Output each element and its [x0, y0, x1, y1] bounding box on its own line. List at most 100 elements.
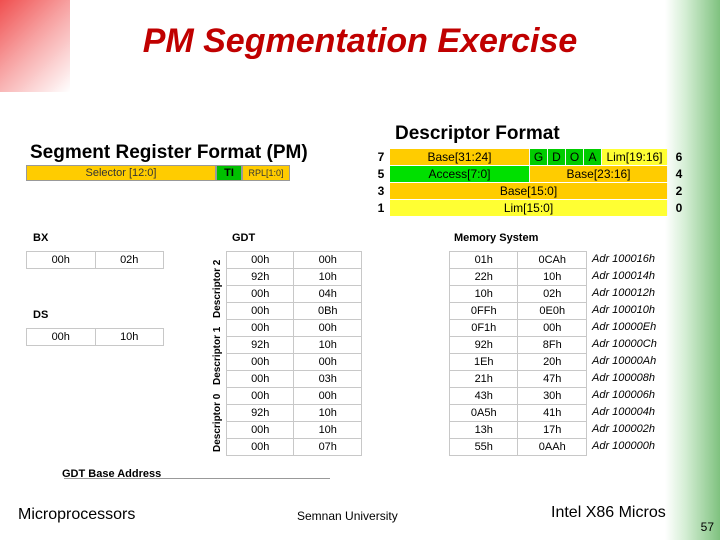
memory-address: Adr 10000Ah	[592, 355, 657, 367]
descriptor-row-right-index: 4	[675, 167, 683, 181]
memory-row: 0FFh 0E0h	[448, 302, 587, 320]
descriptor-row-left-index: 5	[377, 167, 385, 181]
memory-address: Adr 100012h	[592, 287, 655, 299]
memory-cell: 55h	[448, 438, 519, 456]
memory-address: Adr 100010h	[592, 304, 655, 316]
slide-title: PM Segmentation Exercise	[142, 22, 578, 60]
ds-value: 10h	[94, 328, 164, 346]
gdt-cell: 92h	[225, 404, 295, 422]
descriptor-cell: A	[584, 149, 602, 165]
gdt-cell: 00h	[225, 251, 295, 269]
ds-value: 00h	[26, 328, 96, 346]
descriptor-row-right-index: 0	[675, 201, 683, 215]
segment-register-heading: Segment Register Format (PM)	[30, 142, 308, 163]
memory-cell: 02h	[517, 285, 587, 303]
gdt-label: GDT	[232, 232, 256, 244]
right-edge-decoration	[665, 0, 720, 540]
memory-address: Adr 100014h	[592, 270, 655, 282]
memory-cell: 17h	[517, 421, 587, 439]
memory-address: Adr 100002h	[592, 423, 655, 435]
gdt-cell: 00h	[293, 251, 362, 269]
gdt-cell: 00h	[225, 370, 295, 388]
descriptor-row-3: 3 Base[15:0] 2	[378, 183, 682, 200]
memory-row: 43h 30h	[448, 387, 587, 405]
descriptor-0-label: Descriptor 0	[212, 393, 223, 452]
corner-decoration	[0, 0, 70, 92]
memory-address: Adr 100016h	[592, 253, 655, 265]
memory-cell: 00h	[517, 319, 587, 337]
descriptor-format-heading: Descriptor Format	[395, 123, 560, 144]
gdt-row: 00h 0Bh	[225, 302, 362, 320]
ds-label: DS	[33, 309, 49, 321]
memory-row: 55h 0AAh	[448, 438, 587, 456]
memory-row: 13h 17h	[448, 421, 587, 439]
memory-address: Adr 100000h	[592, 440, 655, 452]
memory-row: 21h 47h	[448, 370, 587, 388]
gdt-cell: 10h	[293, 404, 362, 422]
descriptor-row-left-index: 3	[377, 184, 385, 198]
memory-cell: 10h	[448, 285, 519, 303]
gdt-cell: 00h	[293, 353, 362, 371]
memory-cell: 41h	[517, 404, 587, 422]
gdt-row: 00h 07h	[225, 438, 362, 456]
rpl-field: RPL[1:0]	[242, 165, 290, 181]
gdt-cell: 00h	[293, 319, 362, 337]
memory-address: Adr 100006h	[592, 389, 655, 401]
memory-address: Adr 100008h	[592, 372, 655, 384]
gdt-row: 00h 00h	[225, 387, 362, 405]
descriptor-cell: G	[530, 149, 548, 165]
gdt-cell: 10h	[293, 336, 362, 354]
page-number: 57	[700, 520, 714, 534]
memory-table: 01h 0CAh 22h 10h 10h 02h 0FFh 0E0h 0F1h 00h 92h 8Fh…	[448, 251, 587, 456]
descriptor-cell: Base[23:16]	[530, 166, 668, 182]
memory-cell: 0E0h	[517, 302, 587, 320]
memory-cell: 0CAh	[517, 251, 587, 269]
gdt-cell: 00h	[225, 438, 295, 456]
segment-register-row: Selector [12:0] TI RPL[1:0]	[26, 165, 290, 181]
gdt-cell: 92h	[225, 336, 295, 354]
gdt-cell: 07h	[293, 438, 362, 456]
bx-table: 00h 02h	[26, 251, 164, 269]
descriptor-cell: O	[566, 149, 584, 165]
gdt-row: 00h 03h	[225, 370, 362, 388]
gdt-base-pointer-line	[64, 478, 330, 479]
memory-row: 92h 8Fh	[448, 336, 587, 354]
descriptor-cell: D	[548, 149, 566, 165]
memory-cell: 1Eh	[448, 353, 519, 371]
memory-row: 22h 10h	[448, 268, 587, 286]
memory-cell: 13h	[448, 421, 519, 439]
memory-cell: 92h	[448, 336, 519, 354]
bx-value: 02h	[94, 251, 164, 269]
descriptor-cell: Base[15:0]	[390, 183, 668, 199]
gdt-row: 92h 10h	[225, 404, 362, 422]
footer-university: Semnan University	[297, 509, 398, 523]
gdt-row: 92h 10h	[225, 336, 362, 354]
memory-cell: 43h	[448, 387, 519, 405]
gdt-row: 00h 10h	[225, 421, 362, 439]
gdt-base-address-label: GDT Base Address	[62, 468, 162, 480]
descriptor-row-left-index: 7	[377, 150, 385, 164]
descriptor-row-1: 1 Lim[15:0] 0	[378, 200, 682, 217]
ds-table: 00h 10h	[26, 328, 164, 346]
memory-cell: 21h	[448, 370, 519, 388]
memory-cell: 20h	[517, 353, 587, 371]
memory-address: Adr 10000Eh	[592, 321, 657, 333]
gdt-cell: 0Bh	[293, 302, 362, 320]
memory-cell: 0AAh	[517, 438, 587, 456]
descriptor-row-5: 5 Access[7:0] Base[23:16] 4	[378, 166, 682, 183]
gdt-cell: 00h	[225, 302, 295, 320]
memory-cell: 30h	[517, 387, 587, 405]
memory-address: Adr 10000Ch	[592, 338, 657, 350]
footer-topic: Intel X86 Micros	[551, 504, 666, 521]
bx-value: 00h	[26, 251, 96, 269]
gdt-cell: 00h	[225, 387, 295, 405]
descriptor-cell: Base[31:24]	[390, 149, 530, 165]
gdt-cell: 10h	[293, 268, 362, 286]
descriptor-row-right-index: 2	[675, 184, 683, 198]
memory-cell: 47h	[517, 370, 587, 388]
memory-cell: 01h	[448, 251, 519, 269]
gdt-cell: 04h	[293, 285, 362, 303]
gdt-row: 00h 00h	[225, 251, 362, 269]
descriptor-cell: Lim[19:16]	[602, 149, 668, 165]
selector-field: Selector [12:0]	[26, 165, 216, 181]
